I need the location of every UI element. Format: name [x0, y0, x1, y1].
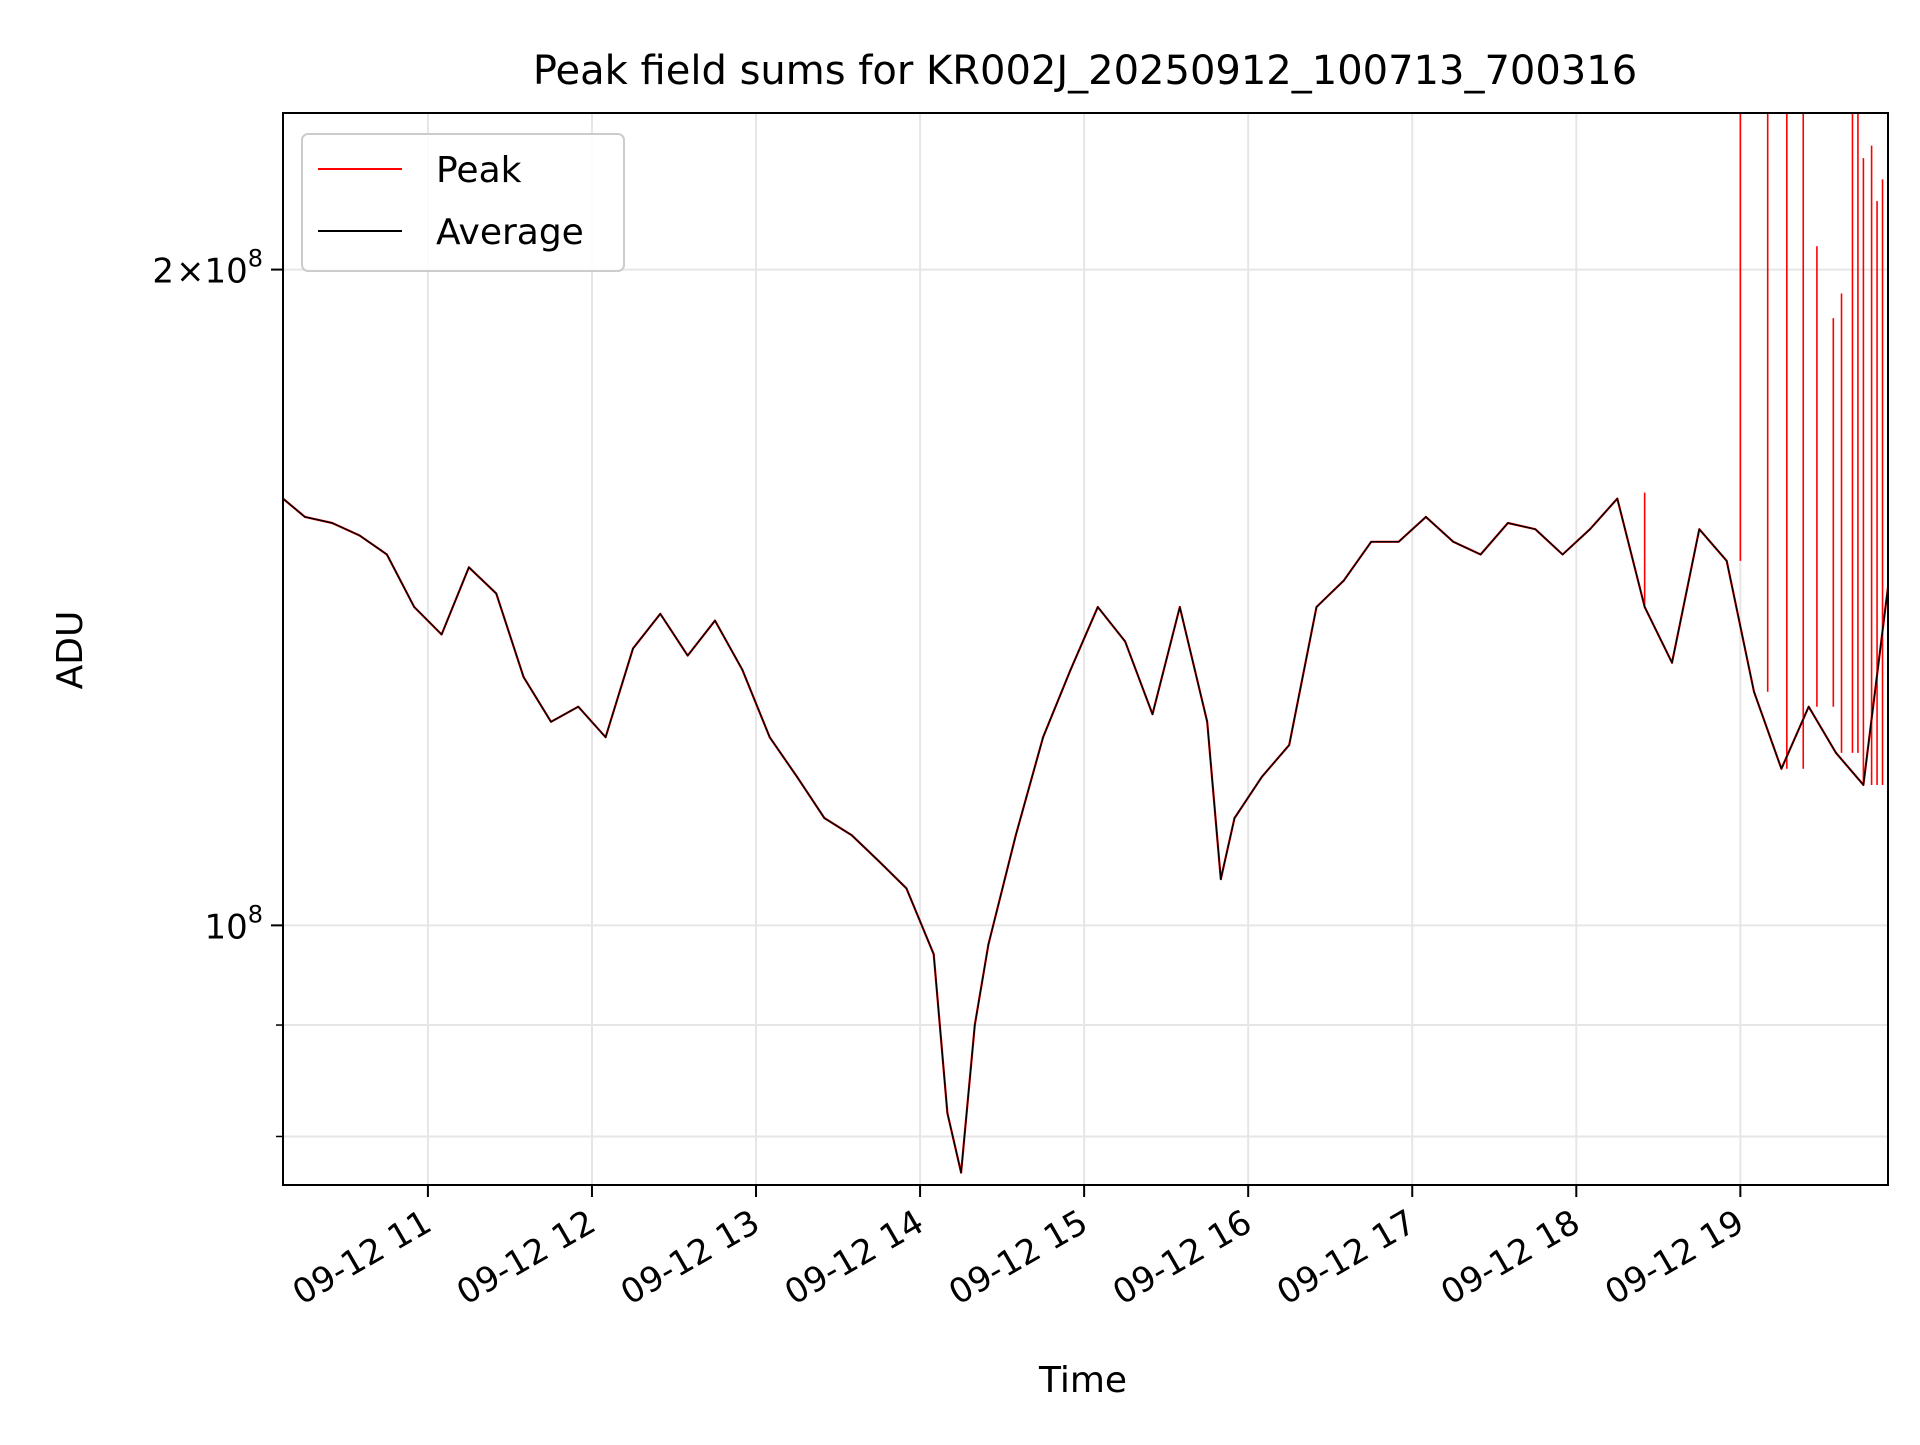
data-point-average: [1343, 579, 1345, 582]
data-point-average: [1643, 606, 1646, 608]
data-point-average: [1288, 744, 1291, 746]
data-point-average: [1753, 691, 1755, 693]
data-point-average: [604, 736, 607, 739]
data-point-average: [1097, 606, 1099, 608]
data-point-average: [932, 953, 935, 955]
data-point-average: [987, 943, 990, 946]
data-point-average: [1589, 528, 1591, 531]
data-point-average: [768, 736, 771, 739]
chart-title: Peak field sums for KR002J_20250912_1007…: [533, 48, 1637, 94]
data-point-average: [1206, 721, 1208, 723]
data-point-average: [1042, 736, 1044, 739]
data-point-average: [714, 619, 716, 622]
data-point-average: [1397, 540, 1400, 543]
data-point-average: [1835, 752, 1837, 754]
data-point-average: [304, 516, 306, 518]
data-point-average: [905, 887, 908, 890]
x-axis-label: Time: [1038, 1360, 1127, 1401]
data-point-average: [386, 553, 388, 556]
plot-area: [282, 113, 1890, 1174]
y-tick-exponent: 8: [248, 900, 263, 928]
data-point-average: [796, 776, 798, 778]
data-point-average: [960, 1171, 962, 1174]
axes-frame: [282, 112, 1889, 1186]
data-point-average: [632, 647, 634, 650]
data-point-average: [1261, 776, 1263, 778]
data-point-average: [1233, 817, 1236, 819]
data-point-average: [1862, 784, 1865, 786]
data-point-average: [1561, 553, 1564, 556]
legend-average-label: Average: [436, 212, 584, 253]
data-point-average: [1807, 705, 1810, 708]
data-point-average: [1671, 661, 1673, 664]
data-point-average: [577, 705, 580, 708]
data-point-average: [358, 534, 361, 537]
data-point-average: [686, 654, 689, 657]
data-point-average: [850, 834, 853, 836]
data-point-average: [823, 817, 826, 819]
data-point-average: [1725, 560, 1728, 562]
data-point-average: [1151, 713, 1154, 716]
y-tick-label: 2×108: [152, 245, 263, 292]
y-axis-label: ADU: [50, 611, 91, 690]
data-point-average: [1179, 606, 1181, 608]
data-point-average: [1479, 553, 1482, 556]
data-point-average: [331, 522, 334, 524]
data-point-average: [1370, 540, 1373, 543]
data-point-average: [1220, 878, 1222, 881]
data-point-average: [1534, 528, 1537, 531]
data-point-average: [1124, 640, 1126, 643]
y-tick-multiplier: 2: [152, 252, 174, 292]
legend-peak-label: Peak: [436, 150, 522, 191]
data-point-average: [1616, 497, 1619, 500]
y-tick-base: 10: [204, 252, 247, 292]
y-tick-label: 108: [204, 900, 263, 947]
data-point-average: [550, 721, 552, 723]
data-point-average: [1315, 606, 1318, 608]
data-point-average: [659, 613, 662, 615]
data-point-average: [946, 1112, 949, 1114]
data-point-average: [741, 669, 744, 671]
y-tick-exponent: 8: [248, 245, 263, 273]
data-point-average: [440, 633, 443, 636]
data-point-average: [522, 676, 525, 678]
data-point-average: [413, 606, 416, 608]
data-point-average: [1698, 528, 1701, 531]
data-point-average: [1452, 540, 1455, 543]
data-point-average: [468, 566, 470, 569]
data-point-average: [1780, 767, 1783, 770]
data-point-average: [878, 860, 880, 863]
y-tick-base: 10: [204, 907, 247, 947]
data-point-average: [1425, 516, 1427, 518]
data-point-average: [495, 592, 498, 595]
legend: Peak Average: [301, 133, 625, 272]
y-tick-times: ×: [176, 252, 205, 292]
data-point-average: [1014, 834, 1017, 836]
data-point-average: [1507, 522, 1509, 524]
data-point-average: [973, 1024, 976, 1026]
data-point-average: [1069, 669, 1072, 671]
